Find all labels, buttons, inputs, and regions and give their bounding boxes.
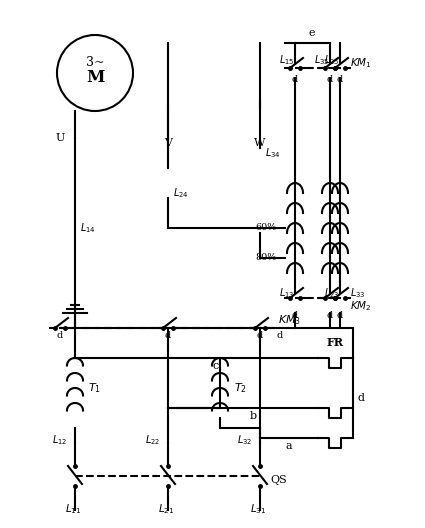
Text: $L_{34}$: $L_{34}$	[265, 146, 281, 160]
Text: $L_{35}$: $L_{35}$	[314, 53, 330, 67]
Text: V: V	[164, 138, 172, 148]
Text: d: d	[337, 76, 343, 84]
Text: d: d	[327, 312, 333, 320]
Text: d: d	[337, 312, 343, 320]
Text: 3~: 3~	[86, 56, 104, 70]
Text: $L_{33}$: $L_{33}$	[350, 286, 366, 300]
Text: $L_{24}$: $L_{24}$	[173, 186, 189, 200]
Text: U: U	[56, 133, 65, 143]
Text: d: d	[357, 393, 365, 403]
Text: $L_{32}$: $L_{32}$	[237, 433, 252, 447]
Text: $L_{13}$: $L_{13}$	[279, 286, 295, 300]
Text: 80%: 80%	[255, 253, 277, 262]
Text: QS: QS	[270, 475, 287, 485]
Text: $L_{15}$: $L_{15}$	[279, 53, 295, 67]
Text: $L_{21}$: $L_{21}$	[158, 502, 174, 516]
Text: d: d	[257, 332, 263, 341]
Text: c: c	[213, 361, 219, 371]
Text: $L_{14}$: $L_{14}$	[80, 221, 96, 235]
Text: d: d	[165, 332, 171, 341]
Text: a: a	[286, 441, 292, 451]
Text: d: d	[57, 332, 63, 341]
Text: d: d	[327, 76, 333, 84]
Text: $KM_1$: $KM_1$	[350, 56, 372, 70]
Text: $L_{11}$: $L_{11}$	[65, 502, 81, 516]
Text: $L_{25}$: $L_{25}$	[324, 53, 340, 67]
Text: $KM_2$: $KM_2$	[350, 299, 371, 313]
Text: 60%: 60%	[255, 223, 277, 232]
Text: $L_{22}$: $L_{22}$	[144, 433, 160, 447]
Text: d: d	[277, 332, 283, 341]
Text: $L_{31}$: $L_{31}$	[250, 502, 266, 516]
Text: W: W	[254, 138, 266, 148]
Text: $L_{12}$: $L_{12}$	[52, 433, 67, 447]
Text: e: e	[309, 28, 315, 38]
Text: $KM_3$: $KM_3$	[278, 313, 302, 327]
Text: $L_{23}$: $L_{23}$	[324, 286, 340, 300]
Text: M: M	[86, 70, 104, 87]
Text: d: d	[292, 312, 298, 320]
Text: d: d	[292, 76, 298, 84]
Text: b: b	[249, 411, 257, 421]
Text: $T_1$: $T_1$	[88, 381, 102, 395]
Text: FR: FR	[326, 337, 343, 348]
Text: $T_2$: $T_2$	[233, 381, 246, 395]
